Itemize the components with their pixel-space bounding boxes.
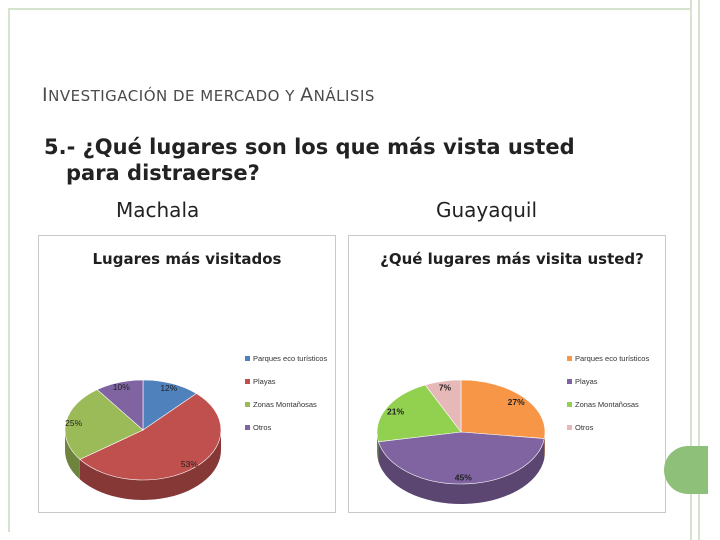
pie-slice [424, 379, 462, 433]
legend-item: Otros [245, 423, 327, 432]
pie-slice-side [79, 430, 222, 500]
title-part: NVESTIGACIÓN DE MERCADO Y [48, 87, 301, 105]
chart-machala: Lugares más visitados 12% 53% 25% 10% Parqu… [38, 235, 336, 513]
legend-swatch [245, 379, 250, 384]
pie-data-label: 45% [455, 472, 472, 482]
pie-data-label: 25% [65, 418, 82, 428]
legend-label: Otros [575, 423, 594, 432]
legend-item: Zonas Montañosas [245, 400, 327, 409]
pie-data-label: 27% [508, 397, 525, 407]
legend-item: Zonas Montañosas [567, 400, 649, 409]
pie-slice-side [65, 430, 80, 480]
pie-slice [378, 431, 545, 485]
frame-line-right [690, 0, 692, 540]
legend-swatch [567, 379, 572, 384]
pie-slice [460, 379, 546, 439]
legend-item: Playas [245, 377, 327, 386]
pie-slice-side [377, 432, 379, 462]
legend-label: Zonas Montañosas [253, 400, 317, 409]
legend-machala: Parques eco turísticos Playas Zonas Montañ… [245, 354, 327, 446]
legend-guayaquil: Parques eco turísticos Playas Zonas Montañ… [567, 354, 649, 446]
question-text: 5.- ¿Qué lugares son los que más vista u… [44, 134, 604, 186]
pie-slice [64, 389, 144, 460]
legend-swatch [245, 356, 250, 361]
legend-label: Playas [253, 377, 276, 386]
pie-slice [96, 379, 144, 431]
legend-label: Playas [575, 377, 598, 386]
chart-title: Lugares más visitados [92, 250, 282, 268]
pie-data-label: 21% [387, 406, 404, 416]
city-label-machala: Machala [116, 198, 200, 222]
pie-chart-guayaquil: 27% 45% 21% 7% [376, 379, 546, 504]
pie-data-label: 10% [113, 382, 130, 392]
legend-item: Otros [567, 423, 649, 432]
question-line-2: para distraerse? [66, 161, 260, 185]
pie-data-label: 53% [181, 459, 198, 469]
legend-swatch [567, 425, 572, 430]
legend-item: Parques eco turísticos [567, 354, 649, 363]
legend-swatch [245, 402, 250, 407]
question-line-1: 5.- ¿Qué lugares son los que más vista u… [44, 135, 575, 159]
legend-label: Zonas Montañosas [575, 400, 639, 409]
frame-line-right-2 [698, 0, 700, 540]
legend-item: Playas [567, 377, 649, 386]
legend-item: Parques eco turísticos [245, 354, 327, 363]
city-label-guayaquil: Guayaquil [436, 198, 538, 222]
frame-line-left [8, 8, 10, 532]
legend-swatch [567, 356, 572, 361]
slide-title: INVESTIGACIÓN DE MERCADO Y ANÁLISIS [42, 84, 375, 106]
title-part: NÁLISIS [313, 87, 375, 105]
legend-label: Otros [253, 423, 272, 432]
pie-slice [376, 384, 462, 443]
pie-chart-machala: 12% 53% 25% 10% [64, 379, 222, 500]
legend-swatch [245, 425, 250, 430]
title-part: A [300, 84, 314, 106]
legend-label: Parques eco turísticos [253, 354, 328, 363]
pie-slice-side [378, 438, 545, 504]
frame-line-top [8, 8, 690, 10]
pie-data-label: 12% [160, 383, 177, 393]
title-part: I [42, 84, 49, 106]
pie-slice [79, 393, 222, 481]
legend-swatch [567, 402, 572, 407]
legend-label: Parques eco turísticos [575, 354, 650, 363]
chart-guayaquil: ¿Qué lugares más visita usted? 27% 45% 21%… [348, 235, 666, 513]
pie-data-label: 7% [439, 383, 452, 393]
side-tab-decoration [664, 446, 708, 494]
chart-title: ¿Qué lugares más visita usted? [380, 250, 644, 268]
